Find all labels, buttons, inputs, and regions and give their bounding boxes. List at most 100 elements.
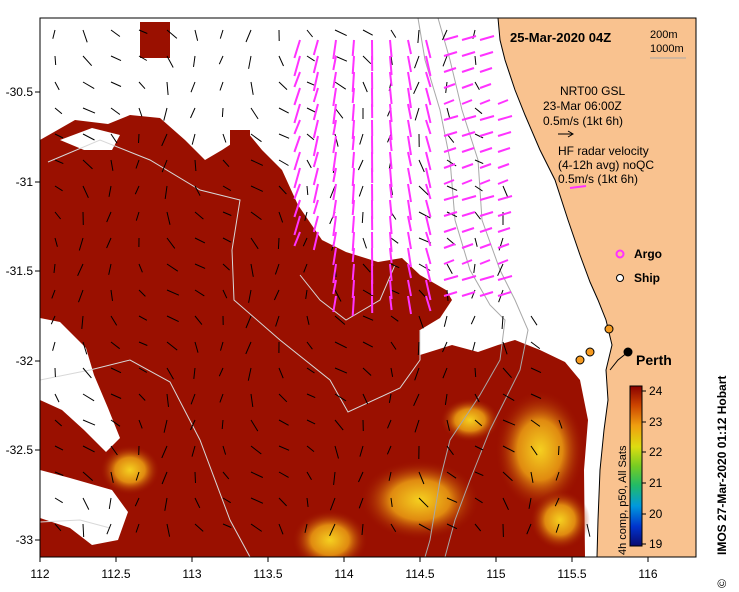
- nrt-vector: [387, 419, 392, 429]
- hf-vector: [351, 167, 355, 187]
- nrt-vector: [278, 211, 284, 223]
- hf-vector: [443, 243, 456, 249]
- hf-vector: [312, 151, 319, 168]
- nrt-vector: [390, 237, 399, 244]
- hf-vector: [443, 275, 459, 281]
- nrt-vector: [306, 159, 312, 169]
- nrt-vector: [166, 341, 178, 351]
- depth-200m-label: 200m: [650, 29, 678, 41]
- hf-vector: [425, 247, 432, 265]
- nrt-vector: [110, 107, 121, 115]
- argo-float-3: [575, 355, 585, 365]
- nrt-vector: [306, 29, 313, 38]
- nrt-vector: [362, 341, 374, 348]
- hf-vector: [312, 183, 319, 204]
- nrt-vector: [250, 133, 262, 143]
- hf-vector: [443, 99, 455, 105]
- nrt-vector: [334, 289, 342, 302]
- hf-vector: [497, 259, 509, 265]
- nrt-vector: [278, 133, 290, 139]
- nrt-vector: [474, 133, 484, 139]
- nrt-vector: [250, 445, 262, 455]
- nrt-vector: [250, 393, 254, 407]
- nrt-vector: [502, 367, 512, 379]
- nrt-vector: [138, 341, 148, 346]
- nrt-vector: [110, 341, 121, 350]
- nrt-vector: [417, 29, 420, 44]
- nrt-vector: [81, 315, 84, 329]
- colorbar-label: 4h comp, p50, All Sats: [617, 445, 629, 555]
- nrt-vector: [502, 497, 509, 511]
- hf-vector: [351, 39, 355, 57]
- nrt-vector: [334, 55, 348, 62]
- nrt-vector: [446, 419, 450, 431]
- nrt-vector: [250, 523, 262, 532]
- hf-vector: [407, 231, 412, 250]
- nrt-vector: [54, 107, 63, 115]
- nrt-vector: [54, 419, 63, 427]
- nrt-vector: [278, 523, 284, 535]
- nrt-vector: [362, 81, 368, 93]
- nrt-vector: [134, 185, 140, 195]
- nrt-vector: [50, 315, 56, 325]
- hf-vector: [479, 211, 494, 217]
- nrt-vector: [362, 55, 372, 65]
- nrt-vector: [446, 107, 451, 119]
- hf-vector: [351, 231, 355, 252]
- nrt-vector: [362, 393, 369, 405]
- nrt-vector: [218, 367, 224, 377]
- hf-vector: [293, 71, 301, 88]
- nrt-vector: [248, 55, 252, 69]
- nrt-vector: [78, 237, 84, 251]
- hf-vector: [293, 119, 301, 135]
- argo-label: Argo: [634, 247, 662, 261]
- nrt-vector: [418, 211, 431, 219]
- nrt-vector: [558, 445, 560, 456]
- hf-vector: [425, 231, 432, 247]
- hf-vector: [389, 183, 393, 199]
- nrt-vector: [306, 133, 315, 141]
- hf-vector: [425, 199, 432, 218]
- nrt-vector: [78, 289, 84, 303]
- nrt-vector: [166, 29, 178, 39]
- hf-vector: [407, 279, 412, 297]
- nrt-vector: [334, 107, 344, 119]
- nrt-vector: [278, 107, 289, 114]
- hf-vector: [407, 39, 412, 55]
- ship-legend-marker: [616, 274, 624, 282]
- nrt-vector: [191, 133, 196, 145]
- nrt-vector: [222, 133, 227, 143]
- hf-vector: [351, 215, 355, 234]
- hf-vector: [351, 279, 355, 299]
- nrt-vector: [110, 55, 122, 62]
- nrt-vector: [359, 445, 364, 457]
- nrt-vector: [446, 185, 458, 191]
- nrt-vector: [278, 81, 288, 90]
- nrt-vector: [278, 445, 290, 451]
- hf-vector: [425, 55, 432, 77]
- hf-vector: [312, 119, 319, 139]
- argo-legend-marker: [615, 249, 625, 259]
- hf-vector: [389, 135, 393, 152]
- nrt-vector: [194, 159, 197, 172]
- colorbar: [629, 385, 643, 547]
- nrt-vector: [250, 211, 262, 221]
- nrt-vector: [222, 523, 232, 528]
- x-tick-113.5: 113.5: [253, 567, 282, 581]
- hf-vector: [497, 275, 513, 281]
- nrt-vector: [306, 471, 312, 481]
- nrt-vector: [250, 185, 264, 192]
- nrt-vector: [190, 107, 196, 119]
- hf-vector: [389, 55, 393, 76]
- nrt-vector: [442, 341, 448, 353]
- hf-scale-arrow: [569, 185, 587, 189]
- nrt-vector: [473, 263, 476, 273]
- hf-vector: [351, 183, 355, 205]
- nrt-vector: [110, 289, 113, 301]
- hf-vector: [497, 131, 512, 137]
- nrt-vector: [530, 419, 541, 427]
- nrt-vector: [219, 81, 224, 91]
- hf-vector: [389, 295, 393, 311]
- nrt-vector: [329, 497, 336, 511]
- hf-vector: [293, 183, 301, 200]
